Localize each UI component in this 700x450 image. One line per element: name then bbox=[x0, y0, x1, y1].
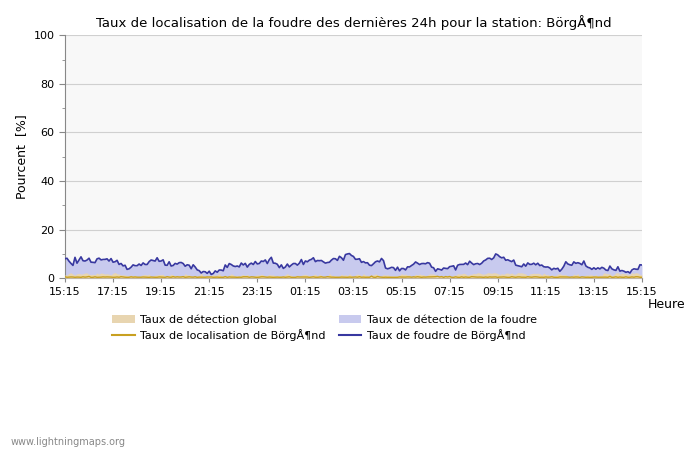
Legend: Taux de détection global, Taux de localisation de BörgÅ¶nd, Taux de détection de: Taux de détection global, Taux de locali… bbox=[108, 310, 541, 346]
Title: Taux de localisation de la foudre des dernières 24h pour la station: BörgÅ¶nd: Taux de localisation de la foudre des de… bbox=[96, 15, 611, 30]
Text: Heure: Heure bbox=[648, 297, 685, 310]
Y-axis label: Pourcent  [%]: Pourcent [%] bbox=[15, 114, 28, 199]
Text: www.lightningmaps.org: www.lightningmaps.org bbox=[10, 436, 125, 446]
